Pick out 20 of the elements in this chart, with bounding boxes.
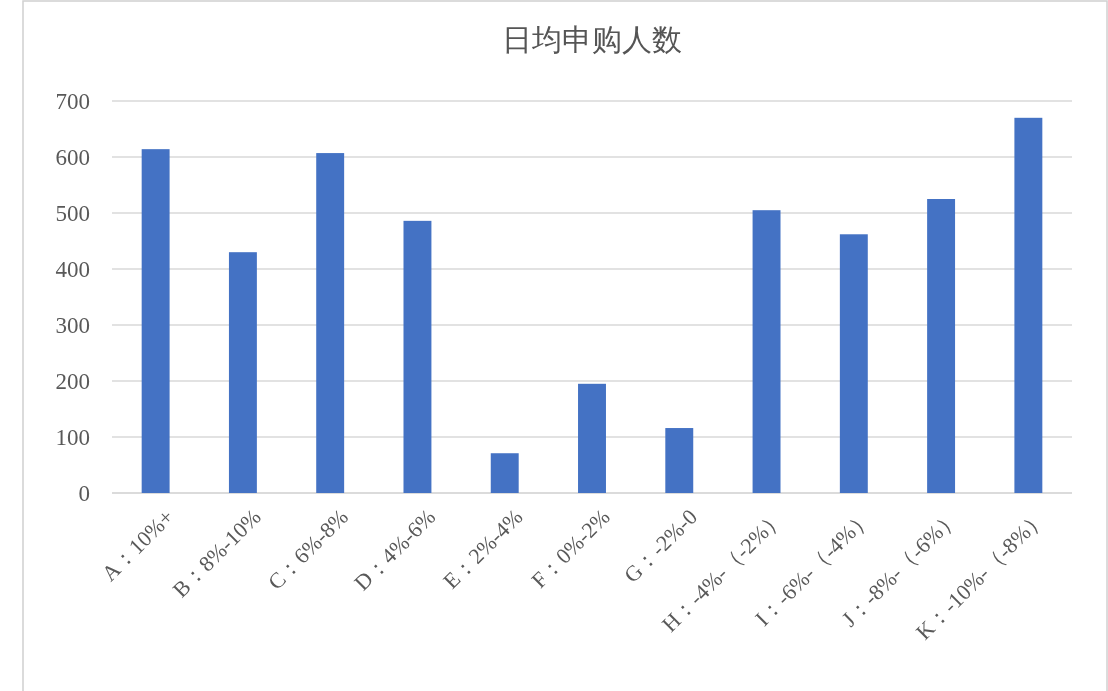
bar [228,252,257,493]
y-tick-label: 400 [55,257,90,282]
y-tick-label: 100 [55,425,90,450]
bar [927,199,956,493]
bar [141,149,170,493]
bar [403,220,432,493]
y-tick-label: 300 [55,313,90,338]
y-tick-label: 200 [55,369,90,394]
bar [839,234,868,493]
bar [665,428,694,493]
bar [316,153,345,493]
bar [752,210,781,493]
y-tick-label: 0 [78,481,90,506]
bar [578,383,606,493]
chart-title: 日均申购人数 [502,22,682,57]
bar [490,453,519,493]
y-tick-label: 700 [55,89,90,114]
y-tick-label: 600 [55,145,90,170]
bar [1014,117,1043,493]
y-tick-label: 500 [55,201,90,226]
